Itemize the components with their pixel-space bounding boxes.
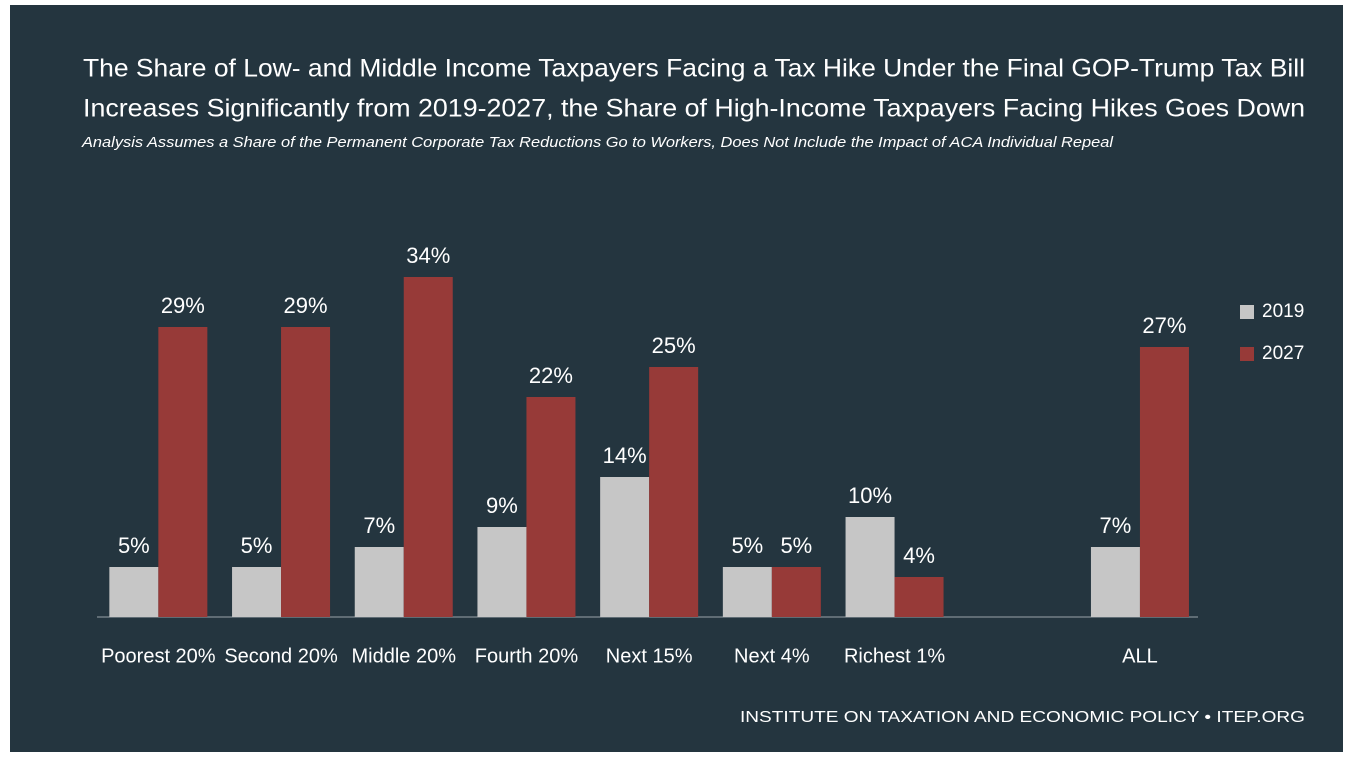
- x-tick-label: ALL: [1122, 645, 1158, 667]
- bar: [403, 277, 453, 617]
- bar: [600, 477, 650, 617]
- value-label: 25%: [652, 333, 696, 358]
- x-tick-label: Richest 1%: [844, 645, 945, 667]
- x-tick-label: Middle 20%: [351, 645, 456, 667]
- x-tick-label: Next 4%: [734, 645, 810, 667]
- value-label: 34%: [406, 243, 450, 268]
- value-label: 22%: [529, 363, 573, 388]
- bar: [649, 367, 699, 617]
- chart-title: The Share of Low- and Middle Income Taxp…: [83, 55, 1305, 83]
- bar: [158, 327, 208, 617]
- value-label: 5%: [780, 533, 812, 558]
- bar: [109, 567, 159, 617]
- legend-swatch: [1240, 305, 1254, 319]
- value-label: 7%: [363, 513, 395, 538]
- value-label: 4%: [903, 543, 935, 568]
- value-label: 5%: [731, 533, 763, 558]
- value-label: 9%: [486, 493, 518, 518]
- x-tick-label: Second 20%: [224, 645, 338, 667]
- bar: [232, 567, 282, 617]
- source: INSTITUTE ON TAXATION AND ECONOMIC POLIC…: [740, 709, 1305, 726]
- chart-title: Increases Significantly from 2019-2027, …: [83, 95, 1305, 123]
- legend-label: 2019: [1262, 301, 1304, 322]
- value-label: 10%: [848, 483, 892, 508]
- chart-subtitle: Analysis Assumes a Share of the Permanen…: [81, 134, 1114, 151]
- bar: [1139, 347, 1189, 617]
- bar: [722, 567, 772, 617]
- bar: [354, 547, 404, 617]
- bar: [845, 517, 895, 617]
- value-label: 7%: [1100, 513, 1132, 538]
- legend-label: 2027: [1262, 343, 1304, 364]
- value-label: 29%: [161, 293, 205, 318]
- value-label: 5%: [241, 533, 273, 558]
- x-tick-label: Fourth 20%: [475, 645, 579, 667]
- value-label: 27%: [1142, 313, 1186, 338]
- bar: [477, 527, 527, 617]
- x-tick-label: Next 15%: [606, 645, 693, 667]
- value-label: 14%: [603, 443, 647, 468]
- value-label: 29%: [284, 293, 328, 318]
- value-label: 5%: [118, 533, 150, 558]
- bar: [771, 567, 821, 617]
- x-tick-label: Poorest 20%: [101, 645, 216, 667]
- bar: [1090, 547, 1140, 617]
- bar: [281, 327, 331, 617]
- bar: [526, 397, 576, 617]
- bar: [894, 577, 944, 617]
- legend-swatch: [1240, 347, 1254, 361]
